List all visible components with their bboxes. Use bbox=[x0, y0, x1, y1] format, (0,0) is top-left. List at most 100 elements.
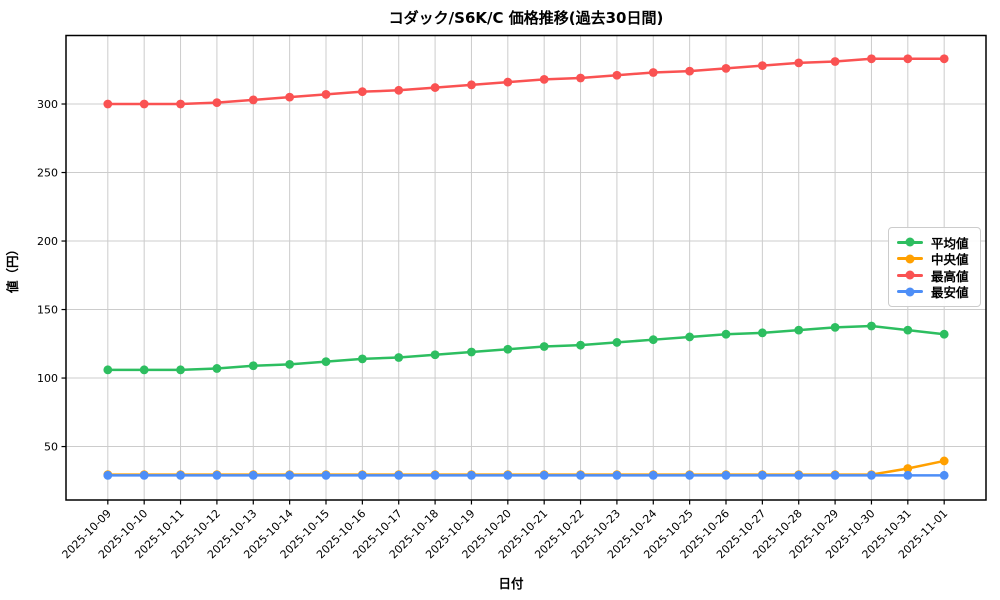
data-point bbox=[867, 470, 876, 480]
data-point bbox=[903, 464, 913, 473]
legend-label: 中央値 bbox=[931, 252, 969, 268]
data-point bbox=[685, 332, 695, 342]
data-point bbox=[103, 470, 113, 480]
data-point bbox=[830, 322, 840, 332]
legend-line-marker-icon bbox=[897, 254, 923, 264]
legend-item: 中央値 bbox=[897, 251, 972, 267]
data-point bbox=[139, 365, 149, 375]
series-line bbox=[106, 57, 946, 106]
legend-item: 最高値 bbox=[897, 267, 972, 284]
data-point bbox=[212, 98, 222, 108]
data-point bbox=[576, 340, 585, 350]
data-point bbox=[612, 470, 622, 480]
x-axis-label: 日付 bbox=[498, 576, 524, 591]
legend-item: 平均値 bbox=[897, 234, 972, 251]
data-point bbox=[357, 354, 367, 364]
data-point bbox=[539, 74, 549, 84]
data-point bbox=[321, 90, 331, 99]
y-tick-label: 100 bbox=[37, 372, 58, 385]
legend-dot-icon bbox=[905, 254, 915, 264]
data-point bbox=[430, 83, 440, 92]
data-point bbox=[248, 95, 258, 105]
data-point bbox=[830, 470, 840, 480]
y-tick-label: 200 bbox=[37, 235, 58, 248]
data-point bbox=[648, 470, 658, 480]
data-point bbox=[503, 344, 513, 354]
data-point bbox=[794, 58, 804, 68]
data-point bbox=[139, 99, 149, 109]
series-line bbox=[106, 459, 946, 476]
data-point bbox=[139, 470, 149, 480]
y-tick-label: 50 bbox=[44, 441, 58, 454]
data-point bbox=[212, 364, 222, 373]
data-point bbox=[867, 321, 876, 331]
data-point bbox=[576, 470, 585, 480]
data-point bbox=[721, 470, 731, 480]
chart-title: コダック/S6K/C 価格推移(過去30日間) bbox=[389, 9, 664, 27]
data-point bbox=[430, 350, 440, 360]
data-point bbox=[612, 338, 622, 347]
data-point bbox=[939, 470, 949, 480]
data-point bbox=[539, 470, 549, 480]
data-point bbox=[648, 335, 658, 345]
data-point bbox=[467, 470, 476, 480]
data-point bbox=[576, 73, 585, 83]
legend-dot-icon bbox=[905, 287, 915, 297]
data-point bbox=[103, 99, 113, 109]
data-point bbox=[394, 470, 404, 480]
data-point bbox=[430, 470, 440, 480]
data-point bbox=[285, 470, 295, 480]
data-point bbox=[939, 329, 949, 339]
data-point bbox=[321, 470, 331, 480]
data-point bbox=[830, 57, 840, 66]
data-point bbox=[757, 328, 767, 338]
data-point bbox=[503, 470, 513, 480]
data-point bbox=[248, 470, 258, 480]
legend-label: 最高値 bbox=[931, 268, 969, 284]
data-point bbox=[648, 68, 658, 77]
data-point bbox=[612, 70, 622, 80]
data-point bbox=[176, 470, 185, 480]
data-point bbox=[467, 347, 476, 357]
data-point bbox=[721, 329, 731, 339]
y-tick-label: 150 bbox=[37, 304, 58, 317]
data-point bbox=[685, 66, 695, 76]
data-point bbox=[794, 325, 804, 335]
legend-label: 平均値 bbox=[931, 235, 969, 251]
data-point bbox=[394, 353, 404, 362]
legend-label: 最安値 bbox=[931, 285, 969, 301]
data-point bbox=[685, 470, 695, 480]
data-point bbox=[794, 470, 804, 480]
data-point bbox=[757, 470, 767, 480]
data-point bbox=[757, 61, 767, 71]
data-point bbox=[721, 63, 731, 73]
legend-item: 最安値 bbox=[897, 284, 972, 300]
data-point bbox=[939, 54, 949, 64]
legend-line-marker-icon bbox=[897, 270, 923, 280]
legend-line-marker-icon bbox=[897, 287, 923, 297]
legend-dot-icon bbox=[905, 270, 915, 280]
legend-dot-icon bbox=[905, 237, 915, 247]
data-point bbox=[357, 470, 367, 480]
data-point bbox=[394, 85, 404, 95]
y-tick-label: 300 bbox=[37, 98, 58, 111]
data-point bbox=[103, 365, 113, 375]
data-point bbox=[357, 87, 367, 97]
series-line bbox=[106, 324, 946, 372]
data-point bbox=[321, 357, 331, 367]
data-point bbox=[903, 54, 913, 64]
data-point bbox=[176, 99, 185, 109]
y-axis-label: 値（円） bbox=[5, 243, 20, 294]
grid-layer bbox=[66, 35, 986, 500]
data-point bbox=[867, 54, 876, 64]
data-point bbox=[939, 456, 949, 466]
series-layer bbox=[103, 54, 949, 480]
data-point bbox=[248, 361, 258, 371]
data-point bbox=[285, 92, 295, 102]
data-point bbox=[467, 80, 476, 90]
plot-border bbox=[65, 34, 987, 501]
data-point bbox=[176, 365, 185, 375]
data-point bbox=[212, 470, 222, 480]
